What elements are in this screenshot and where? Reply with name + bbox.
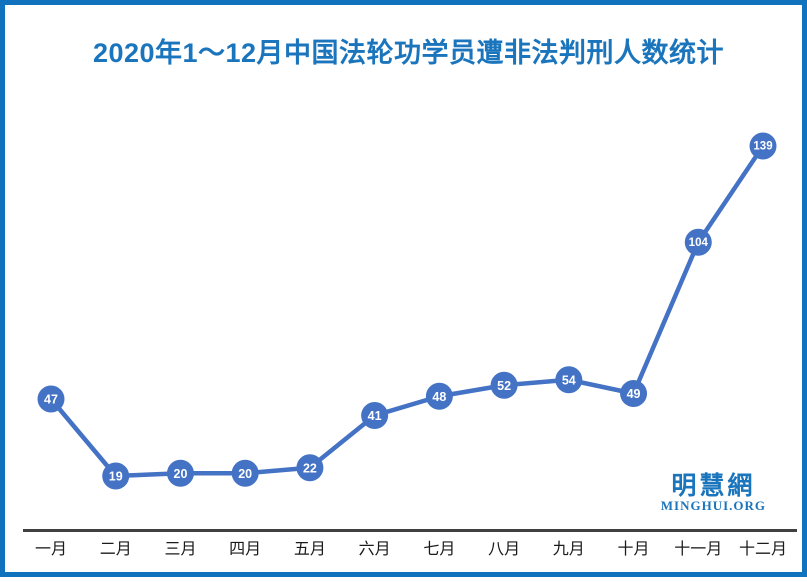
logo-cjk-text: 明慧網 (671, 472, 756, 500)
data-point-value: 52 (497, 379, 511, 393)
line-chart: 47 19 20 20 22 41 48 52 54 49 104 139 一月 二月 三月 四月 五月 六月 七月… (23, 132, 797, 558)
x-axis-label: 四月 (229, 541, 261, 558)
data-point-value: 20 (174, 467, 188, 481)
data-point-marker (37, 385, 65, 413)
data-point-value: 48 (432, 390, 446, 404)
x-axis-label: 三月 (164, 541, 196, 558)
x-axis-label: 七月 (423, 540, 455, 558)
data-point-marker (620, 380, 648, 407)
x-axis-label: 一月 (35, 541, 67, 558)
data-point-marker (231, 459, 259, 487)
data-point-marker (684, 228, 712, 256)
data-point-value: 139 (753, 141, 772, 153)
data-point-value: 104 (689, 237, 709, 249)
data-point-value: 54 (562, 373, 576, 387)
x-axis-label: 九月 (553, 540, 585, 558)
x-axis-label: 八月 (488, 541, 520, 558)
data-point-marker (555, 366, 583, 394)
data-point-value: 20 (238, 467, 252, 481)
x-axis-label: 六月 (359, 540, 391, 558)
data-point-value: 19 (109, 470, 123, 484)
data-point-marker (166, 459, 194, 487)
data-point-marker (749, 132, 777, 160)
data-point-value: 49 (627, 387, 641, 401)
logo-latin-text: MINGHUI.ORG (660, 498, 766, 514)
data-point-marker (425, 382, 453, 410)
chart-title: 2020年1～12月中国法轮功学员遭非法判刑人数统计 (92, 38, 725, 68)
data-point-marker (361, 402, 389, 429)
x-axis-label: 十一月 (674, 540, 722, 558)
data-point-marker (490, 371, 518, 399)
x-axis-label: 十月 (618, 540, 650, 558)
x-axis-label: 五月 (294, 541, 326, 558)
minghui-logo: 明慧網 MINGHUI.ORG (661, 473, 766, 513)
x-axis-label: 十二月 (739, 540, 787, 558)
data-point-value: 41 (368, 409, 382, 423)
data-point-marker (296, 454, 324, 482)
data-point-value: 47 (44, 393, 58, 407)
x-axis-label: 二月 (100, 541, 132, 558)
trend-line (48, 143, 766, 479)
data-point-value: 22 (303, 461, 317, 475)
data-point-marker (102, 462, 130, 490)
